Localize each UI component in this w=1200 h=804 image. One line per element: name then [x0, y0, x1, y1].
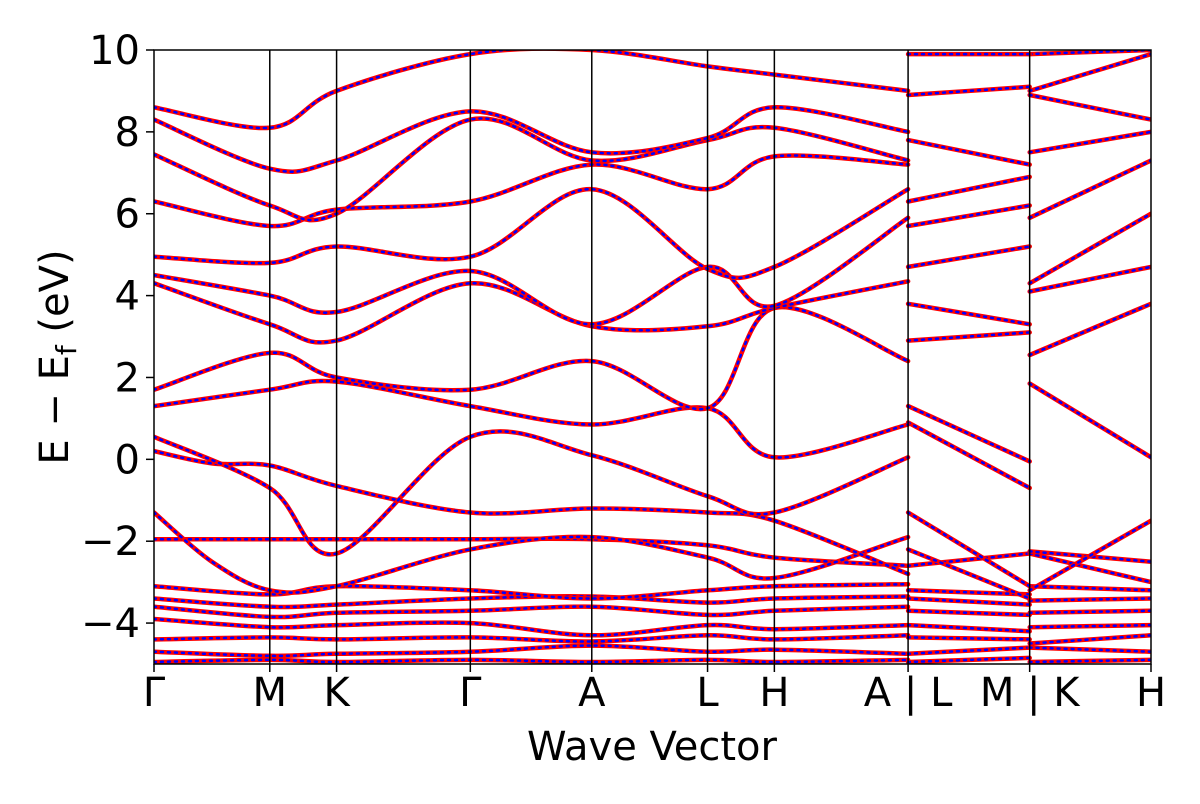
x-tick-label: A: [578, 670, 606, 716]
band-17-segment-1-dotted: [154, 154, 910, 228]
band-2-segment-2-dotted: [906, 646, 1031, 656]
band-2-segment-1-dotted: [154, 644, 910, 658]
band-2-segment-3-dotted: [1028, 646, 1151, 653]
band-14-segment-3-dotted: [1028, 212, 1151, 285]
band-18-segment-3-dotted: [1028, 52, 1151, 93]
band-11-segment-2-dotted: [906, 421, 1031, 490]
x-tick-label: A | L: [864, 670, 953, 716]
band-3-segment-1-dotted: [154, 634, 910, 643]
band-10-segment-2-dotted: [906, 511, 1031, 588]
band-17-segment-2-dotted: [906, 175, 1031, 203]
band-1-segment-1-dotted: [154, 658, 910, 664]
band-4-segment-3-solid: [1027, 622, 1151, 630]
band-12-segment-2-dotted: [906, 404, 1031, 463]
band-5-segment-3-dotted: [1028, 609, 1151, 615]
band-12-segment-1-dotted: [154, 379, 910, 459]
band-3-segment-2-solid: [905, 635, 1032, 642]
y-tick-label: 8: [115, 110, 140, 156]
y-tick-label: 6: [115, 192, 140, 238]
band-8-segment-3-dotted: [1028, 552, 1151, 584]
band-1-segment-2-dotted: [906, 656, 1031, 664]
band-6-segment-2-dotted: [906, 597, 1031, 606]
x-tick-label: H: [759, 670, 789, 716]
x-axis-title: Wave Vector: [527, 724, 778, 770]
band-10-segment-3-dotted: [1028, 519, 1151, 592]
x-tick-label: M: [253, 670, 288, 716]
y-axis-title-main: E − E: [32, 355, 78, 465]
band-6-segment-3-dotted: [1028, 597, 1151, 602]
high-symmetry-lines: [269, 50, 1031, 664]
band-3-segment-3-dotted: [1028, 634, 1151, 645]
band-19-segment-1-solid: [154, 105, 911, 174]
y-tick-label: 2: [115, 355, 140, 401]
y-tick-label: 10: [89, 28, 140, 74]
y-axis-ticks: −4 −2 0 2 4 6 8 10: [81, 28, 154, 647]
y-axis-title-unit: (eV): [32, 249, 78, 345]
band-12-segment-3-dotted: [1028, 302, 1151, 357]
band-5-segment-2-dotted: [906, 609, 1031, 617]
band-13-segment-3-dotted: [1028, 265, 1151, 293]
band-9-segment-3-dotted: [1028, 550, 1151, 563]
band-10-segment-1-dotted: [154, 449, 910, 576]
y-tick-label: 4: [115, 274, 140, 320]
band-6-segment-3-solid: [1027, 596, 1151, 603]
band-4-segment-3-dotted: [1028, 623, 1151, 629]
band-17-segment-3-dotted: [1028, 93, 1151, 121]
band-15-segment-2-dotted: [906, 245, 1031, 269]
x-tick-label: K: [323, 670, 351, 716]
x-tick-label: L: [696, 670, 719, 716]
x-tick-label: Γ: [143, 670, 166, 716]
band-5-segment-1-dotted: [154, 605, 910, 619]
band-14-segment-2-dotted: [906, 302, 1031, 326]
band-16-segment-2-dotted: [906, 204, 1031, 228]
plot-frame: [153, 49, 1152, 665]
band-4-segment-2-dotted: [906, 623, 1031, 633]
band-19-segment-2-dotted: [906, 85, 1031, 97]
x-tick-label: H: [1136, 670, 1166, 716]
band-15-segment-3-dotted: [1028, 159, 1151, 220]
band-15-segment-1-dotted: [154, 216, 910, 326]
band-18-segment-1-dotted: [154, 117, 910, 222]
band-11-segment-3-dotted: [1028, 382, 1151, 459]
y-axis-title: E − Ef (eV): [32, 249, 83, 464]
band-8-segment-2-dotted: [906, 552, 1031, 568]
band-11-segment-1-dotted: [154, 430, 910, 556]
y-axis-title-subscript: f: [50, 344, 83, 355]
band-16-segment-3-dotted: [1028, 130, 1151, 154]
band-9-segment-1-dotted: [154, 511, 910, 594]
y-tick-label: 0: [115, 437, 140, 483]
band-13-segment-2-dotted: [906, 331, 1031, 342]
x-tick-label: Γ: [459, 670, 482, 716]
band-18-segment-2-dotted: [906, 138, 1031, 166]
band-20-segment-1-dotted: [154, 50, 910, 130]
y-tick-label: −4: [81, 601, 140, 647]
band-14-segment-1-dotted: [154, 280, 910, 344]
band-1-segment-3-solid: [1027, 657, 1151, 664]
band-5-segment-3-solid: [1027, 608, 1151, 616]
band-1-segment-3-dotted: [1028, 658, 1151, 664]
x-tick-label: M | K: [980, 670, 1081, 716]
band-3-segment-2-dotted: [906, 636, 1031, 641]
y-tick-label: −2: [81, 519, 140, 565]
band-9-segment-2-dotted: [906, 548, 1031, 600]
